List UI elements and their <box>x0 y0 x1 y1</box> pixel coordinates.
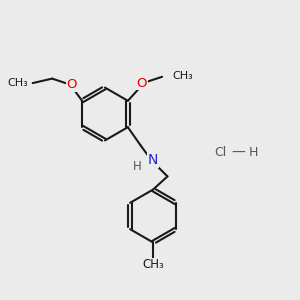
Text: Cl: Cl <box>214 146 226 160</box>
Text: N: N <box>148 153 158 167</box>
Text: CH₃: CH₃ <box>142 258 164 271</box>
Text: —: — <box>232 146 245 160</box>
Text: CH₃: CH₃ <box>8 78 28 88</box>
Text: H: H <box>249 146 258 160</box>
Text: H: H <box>133 160 142 173</box>
Text: CH₃: CH₃ <box>172 70 193 81</box>
Text: O: O <box>67 78 77 92</box>
Text: O: O <box>137 76 147 90</box>
